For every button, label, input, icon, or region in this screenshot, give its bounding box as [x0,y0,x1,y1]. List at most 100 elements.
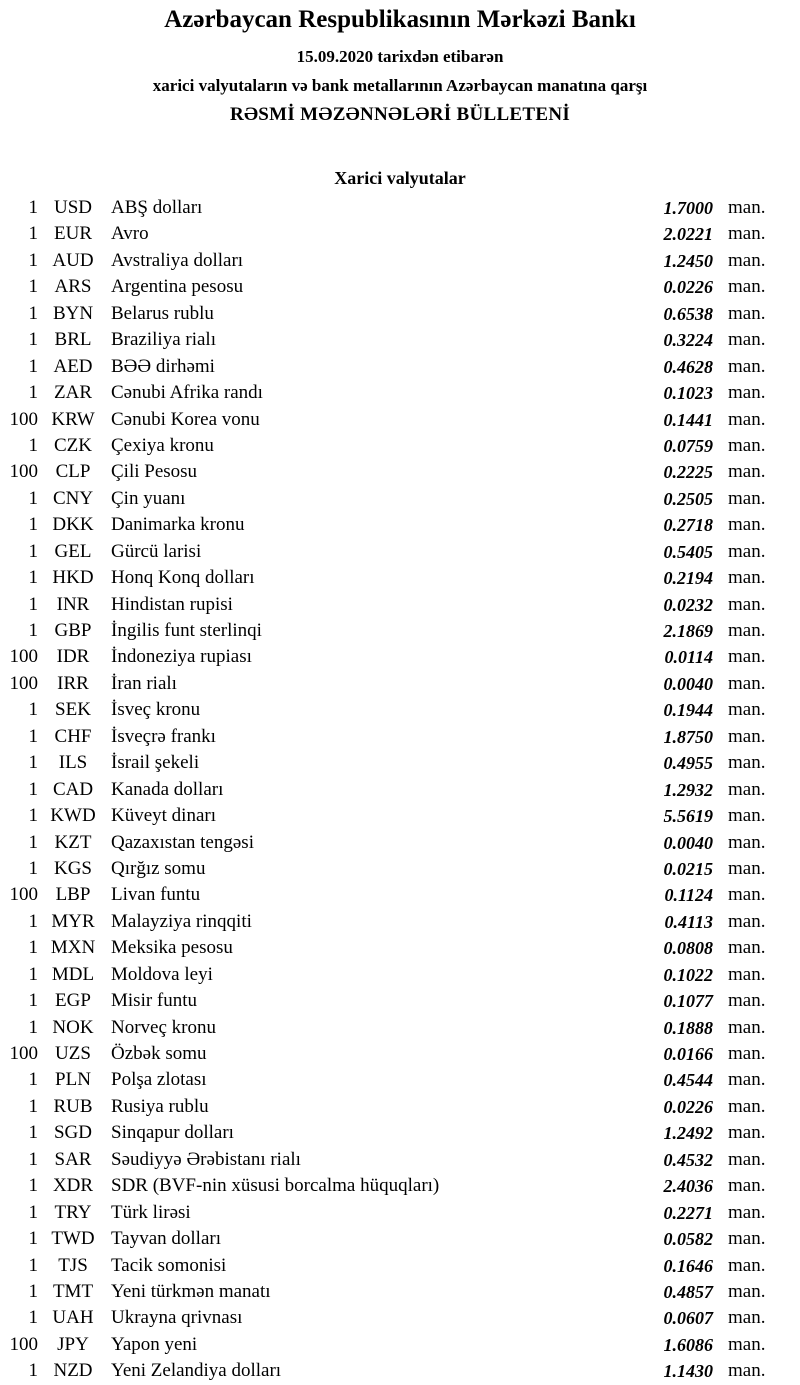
exchange-rate: 0.4857 [663,1281,714,1302]
currency-name: İsveçrə frankı [111,725,216,747]
unit-label: man. [728,1069,766,1091]
unit-label: man. [728,1122,766,1144]
unit-label: man. [728,1175,766,1197]
currency-name: Çili Pesosu [111,461,198,483]
currency-code: GBP [54,620,92,641]
currency-code: KWD [50,805,96,827]
quantity: 1 [28,805,39,827]
quantity: 1 [28,963,39,985]
exchange-rate: 0.0215 [663,858,714,879]
currency-name: Argentina pesosu [111,276,244,298]
unit-label: man. [728,990,766,1012]
unit-label: man. [728,1254,766,1276]
quantity: 1 [28,593,39,615]
exchange-rate: 0.3224 [663,330,714,351]
exchange-rate: 2.0221 [663,224,714,245]
currency-row: 1 PLN Polşa zlotası 0.4544 man. [0,1067,800,1093]
quantity: 1 [28,223,39,245]
currency-code: CLP [55,461,91,483]
exchange-rate: 0.1944 [663,700,714,721]
quantity: 1 [28,1095,39,1117]
exchange-rate: 0.4628 [663,356,714,377]
currency-row: 1 GEL Gürcü larisi 0.5405 man. [0,539,800,565]
currency-code: INR [56,593,90,615]
currency-row: 1 AED BƏƏ dirhəmi 0.4628 man. [0,354,800,380]
currency-row: 1 KWD Küveyt dinarı 5.5619 man. [0,803,800,829]
currency-code: KRW [51,408,95,430]
quantity: 1 [28,434,39,456]
exchange-rate: 0.0808 [663,938,714,959]
currency-code: SAR [54,1148,92,1170]
quantity: 1 [28,249,39,271]
currency-code: KZT [54,831,92,853]
quantity: 100 [9,646,39,668]
exchange-rate: 0.1441 [663,409,714,430]
exchange-rate: 0.0232 [663,594,714,615]
currency-row: 1 MDL Moldova leyi 0.1022 man. [0,962,800,988]
unit-label: man. [728,1360,766,1382]
currency-name: Ukrayna qrivnası [111,1307,243,1329]
currency-code: MXN [50,937,96,959]
quantity: 1 [28,1069,39,1091]
unit-label: man. [728,355,766,377]
unit-label: man. [728,1043,766,1064]
currency-code: DKK [52,514,94,536]
currency-code: ARS [54,276,92,298]
currency-name: Qazaxıstan tengəsi [111,831,254,853]
exchange-rate: 1.8750 [663,726,714,747]
currency-name: Gürcü larisi [111,540,202,562]
currency-code: CZK [54,434,92,456]
quantity: 1 [28,1280,39,1302]
unit-label: man. [728,752,766,774]
unit-label: man. [728,1201,766,1223]
quantity: 1 [28,276,39,298]
quantity: 1 [28,1148,39,1170]
unit-label: man. [728,937,766,959]
unit-label: man. [728,1148,766,1170]
unit-label: man. [728,302,766,324]
currency-code: CHF [54,725,92,747]
exchange-rate: 0.4532 [663,1149,714,1170]
exchange-rate: 0.0582 [663,1229,714,1250]
currency-name: Tacik somonisi [111,1254,227,1276]
exchange-rate: 1.7000 [663,198,714,218]
currency-name: İran rialı [111,672,177,694]
currency-code: JPY [57,1333,89,1355]
exchange-rate: 0.0759 [663,435,714,456]
currency-code: PLN [55,1069,91,1091]
quantity: 100 [9,1043,39,1064]
currency-name: Yeni Zelandiya dolları [111,1360,282,1382]
currency-name: Yeni türkmən manatı [111,1280,271,1302]
currency-row: 1 AUD Avstraliya dolları 1.2450 man. [0,248,800,274]
exchange-rate: 1.2492 [663,1123,714,1144]
quantity: 1 [28,514,39,536]
currency-row: 1 HKD Honq Konq dolları 0.2194 man. [0,565,800,591]
currency-row: 1 NOK Norveç kronu 0.1888 man. [0,1015,800,1041]
unit-label: man. [728,884,766,906]
exchange-rate: 0.0166 [663,1044,714,1064]
unit-label: man. [728,487,766,509]
currency-code: SGD [53,1122,92,1144]
exchange-rate: 0.4955 [663,753,714,774]
quantity: 1 [28,1228,39,1250]
quantity: 1 [28,329,39,351]
exchange-rate: 5.5619 [663,806,714,827]
unit-label: man. [728,514,766,536]
currency-code: BRL [54,329,92,351]
unit-label: man. [728,1280,766,1302]
currency-code: LBP [55,884,91,906]
unit-label: man. [728,725,766,747]
currency-name: Danimarka kronu [111,514,245,536]
unit-label: man. [728,382,766,404]
currency-name: Braziliya rialı [111,329,216,351]
unit-label: man. [728,197,766,218]
quantity: 100 [9,672,39,694]
currency-row: 1 NZD Yeni Zelandiya dolları 1.1430 man. [0,1358,800,1384]
unit-label: man. [728,831,766,853]
unit-label: man. [728,857,766,879]
currency-name: Çin yuanı [111,487,186,509]
currency-code: AUD [52,249,94,271]
currency-code: CNY [52,487,94,509]
currency-name: Küveyt dinarı [111,805,217,827]
currency-name: Moldova leyi [111,963,213,985]
